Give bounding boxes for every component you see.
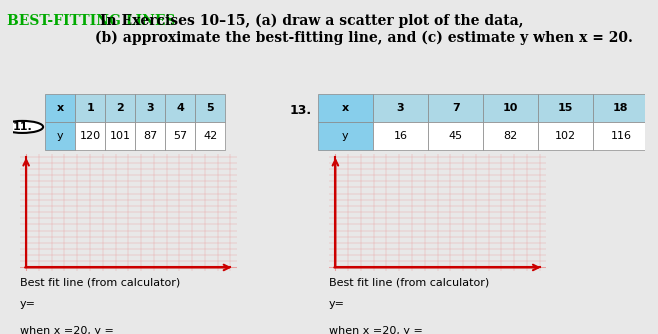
FancyBboxPatch shape xyxy=(318,122,373,150)
Text: x: x xyxy=(342,103,349,113)
Text: 87: 87 xyxy=(143,131,157,141)
Text: 7: 7 xyxy=(452,103,459,113)
Text: y=: y= xyxy=(329,299,345,309)
Text: 42: 42 xyxy=(203,131,217,141)
FancyBboxPatch shape xyxy=(165,122,195,150)
FancyBboxPatch shape xyxy=(76,122,105,150)
Text: 3: 3 xyxy=(146,103,154,113)
Text: when x =20, y =: when x =20, y = xyxy=(329,326,423,334)
Text: 15: 15 xyxy=(558,103,574,113)
FancyBboxPatch shape xyxy=(136,94,165,122)
FancyBboxPatch shape xyxy=(594,122,648,150)
FancyBboxPatch shape xyxy=(428,122,483,150)
Text: when x =20, y =: when x =20, y = xyxy=(20,326,114,334)
FancyBboxPatch shape xyxy=(45,94,76,122)
Text: 10: 10 xyxy=(503,103,519,113)
Text: x: x xyxy=(57,103,64,113)
FancyBboxPatch shape xyxy=(428,94,483,122)
Text: y: y xyxy=(342,131,349,141)
FancyBboxPatch shape xyxy=(195,122,225,150)
Text: 45: 45 xyxy=(449,131,463,141)
FancyBboxPatch shape xyxy=(483,94,538,122)
Text: In Exercises 10–15, (a) draw a scatter plot of the data,
(b) approximate the bes: In Exercises 10–15, (a) draw a scatter p… xyxy=(95,14,633,45)
FancyBboxPatch shape xyxy=(105,122,136,150)
Text: 18: 18 xyxy=(613,103,628,113)
FancyBboxPatch shape xyxy=(538,94,594,122)
Text: 13.: 13. xyxy=(290,104,312,117)
Text: 57: 57 xyxy=(173,131,187,141)
Text: 11.: 11. xyxy=(13,122,32,132)
FancyBboxPatch shape xyxy=(136,122,165,150)
FancyBboxPatch shape xyxy=(105,94,136,122)
Text: Best fit line (from calculator): Best fit line (from calculator) xyxy=(329,277,490,287)
FancyBboxPatch shape xyxy=(538,122,594,150)
Text: 4: 4 xyxy=(176,103,184,113)
FancyBboxPatch shape xyxy=(373,94,428,122)
Text: 82: 82 xyxy=(503,131,518,141)
Text: 120: 120 xyxy=(80,131,101,141)
FancyBboxPatch shape xyxy=(76,94,105,122)
FancyBboxPatch shape xyxy=(165,94,195,122)
Text: 102: 102 xyxy=(555,131,576,141)
Text: 16: 16 xyxy=(393,131,407,141)
FancyBboxPatch shape xyxy=(594,94,648,122)
Text: 1: 1 xyxy=(86,103,94,113)
Text: BEST-FITTING LINES: BEST-FITTING LINES xyxy=(7,14,175,28)
Text: 3: 3 xyxy=(397,103,405,113)
Text: 2: 2 xyxy=(116,103,124,113)
Text: 5: 5 xyxy=(206,103,214,113)
Text: 116: 116 xyxy=(611,131,632,141)
Text: Best fit line (from calculator): Best fit line (from calculator) xyxy=(20,277,180,287)
Text: 101: 101 xyxy=(110,131,131,141)
FancyBboxPatch shape xyxy=(483,122,538,150)
FancyBboxPatch shape xyxy=(195,94,225,122)
Circle shape xyxy=(1,121,43,133)
FancyBboxPatch shape xyxy=(45,122,76,150)
FancyBboxPatch shape xyxy=(318,94,373,122)
FancyBboxPatch shape xyxy=(373,122,428,150)
Text: y=: y= xyxy=(20,299,36,309)
Text: y: y xyxy=(57,131,64,141)
